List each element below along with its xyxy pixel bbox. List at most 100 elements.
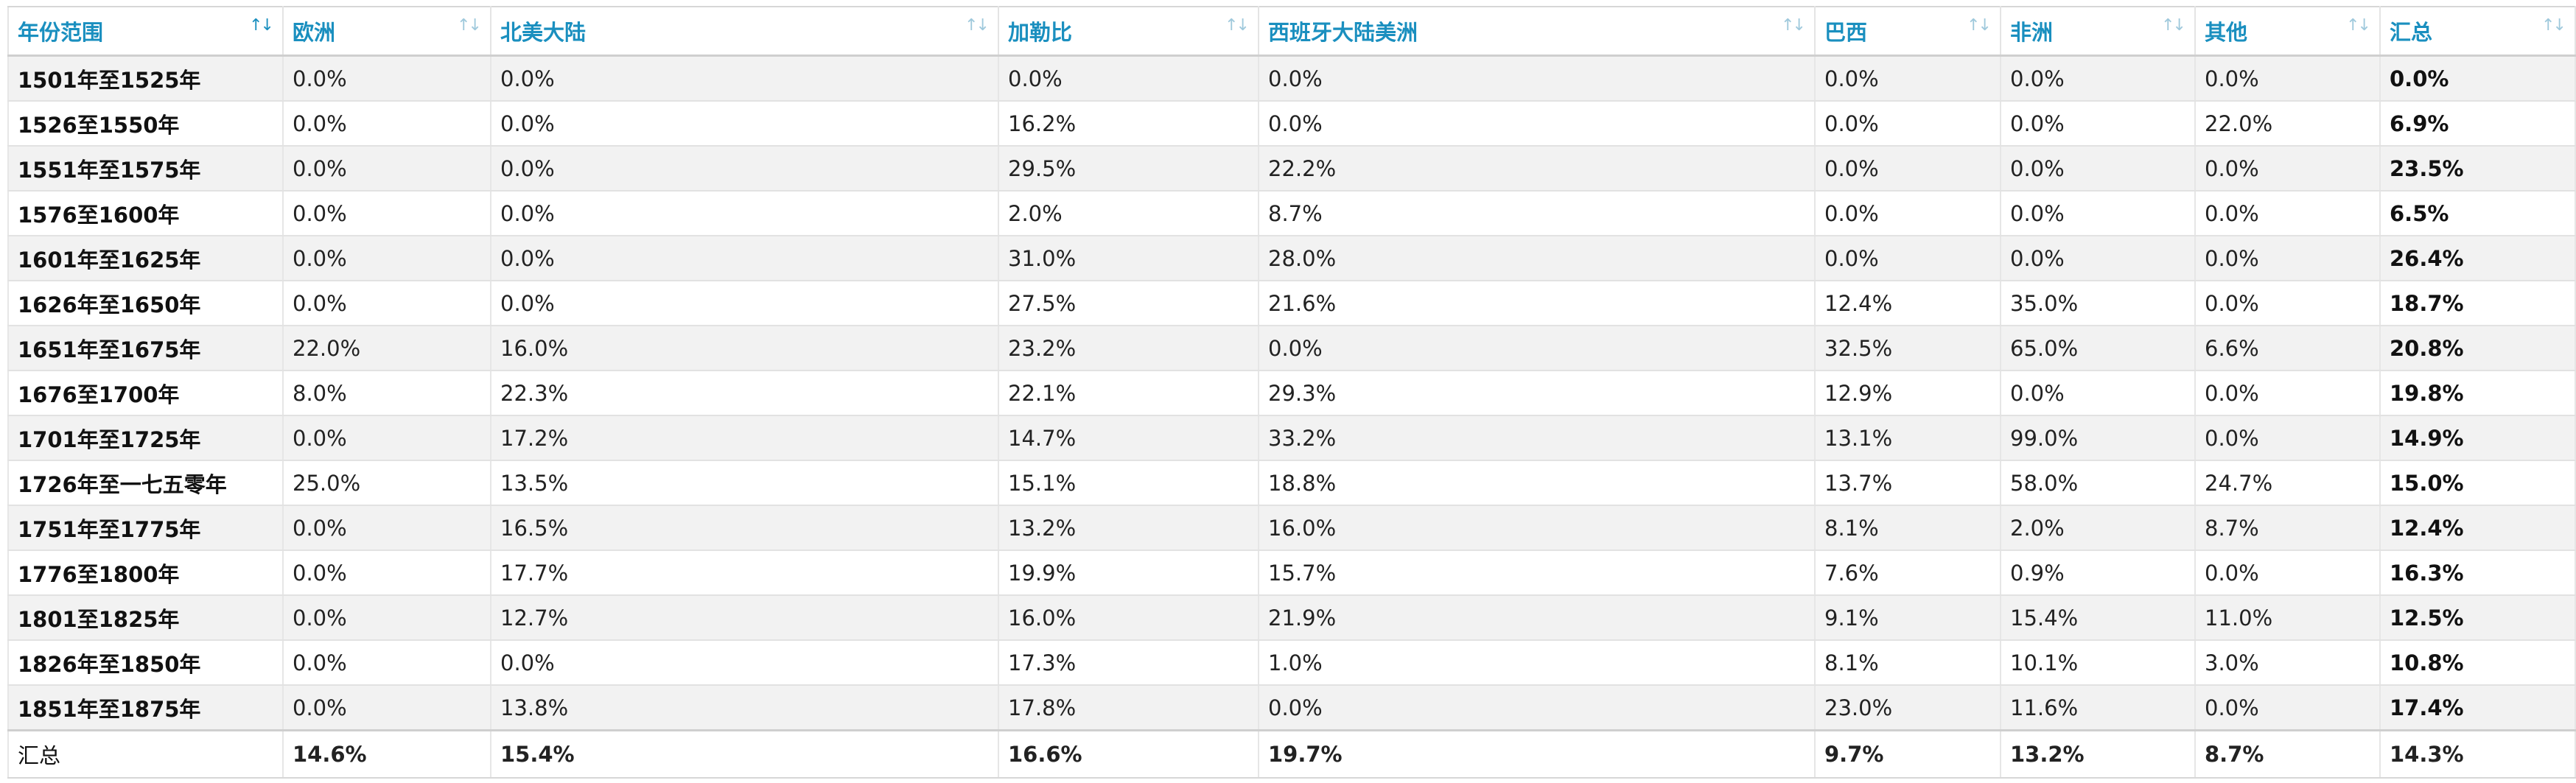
cell-europe: 22.0% — [282, 326, 491, 371]
cell-africa: 0.0% — [2000, 55, 2196, 102]
cell-brazil: 0.0% — [1814, 101, 2001, 147]
cell-africa: 0.0% — [2000, 101, 2196, 147]
cell-other: 6.6% — [2194, 326, 2381, 371]
cell-year-range: 1676至1700年 — [7, 371, 284, 416]
cell-africa: 58.0% — [2000, 460, 2196, 506]
cell-africa: 0.0% — [2000, 191, 2196, 236]
cell-north-america: 16.5% — [490, 505, 999, 551]
cell-spanish-mainland-americas: 0.0% — [1258, 55, 1816, 102]
cell-brazil: 0.0% — [1814, 191, 2001, 236]
cell-north-america: 16.0% — [490, 326, 999, 371]
sort-arrows-icon[interactable]: ↑↓ — [1225, 16, 1250, 35]
table-header: 年份范围 ↑↓ 欧洲 ↑↓ 北美大陆 ↑↓ 加勒比 ↑↓ 西班牙大陆美洲 ↑↓ 巴西 ↑↓ 非洲 ↑↓ 其他… — [7, 6, 2576, 57]
cell-caribbean: 15.1% — [998, 460, 1259, 506]
sort-arrows-icon[interactable]: ↑↓ — [2541, 16, 2566, 35]
column-header-label: 欧洲 — [293, 20, 336, 45]
cell-caribbean: 23.2% — [998, 326, 1259, 371]
cell-caribbean: 17.3% — [998, 640, 1259, 686]
cell-year-range: 1626年至1650年 — [7, 281, 284, 326]
cell-total: 12.5% — [2379, 595, 2576, 641]
cell-spanish-mainland-americas: 0.0% — [1258, 685, 1816, 731]
cell-brazil: 0.0% — [1814, 146, 2001, 192]
column-header-label: 巴西 — [1824, 20, 1868, 45]
footer-cell-brazil: 9.7% — [1814, 729, 2001, 779]
sort-arrows-icon[interactable]: ↑↓ — [2161, 16, 2186, 35]
cell-africa: 65.0% — [2000, 326, 2196, 371]
cell-caribbean: 0.0% — [998, 55, 1259, 102]
cell-north-america: 22.3% — [490, 371, 999, 416]
column-header-caribbean[interactable]: 加勒比 ↑↓ — [998, 6, 1259, 57]
cell-brazil: 13.7% — [1814, 460, 2001, 506]
column-header-brazil[interactable]: 巴西 ↑↓ — [1814, 6, 2001, 57]
cell-north-america: 0.0% — [490, 101, 999, 147]
cell-other: 24.7% — [2194, 460, 2381, 506]
cell-other: 0.0% — [2194, 281, 2381, 326]
cell-other: 0.0% — [2194, 371, 2381, 416]
cell-north-america: 0.0% — [490, 55, 999, 102]
sort-arrows-icon[interactable]: ↑↓ — [1781, 16, 1806, 35]
cell-total: 18.7% — [2379, 281, 2576, 326]
cell-other: 0.0% — [2194, 550, 2381, 596]
cell-total: 17.4% — [2379, 685, 2576, 731]
column-header-europe[interactable]: 欧洲 ↑↓ — [282, 6, 491, 57]
footer-cell-spanish-mainland-americas: 19.7% — [1258, 729, 1816, 779]
cell-year-range: 1851年至1875年 — [7, 685, 284, 731]
column-header-year-range[interactable]: 年份范围 ↑↓ — [7, 6, 284, 57]
column-header-label: 汇总 — [2390, 20, 2433, 45]
cell-caribbean: 16.2% — [998, 101, 1259, 147]
cell-north-america: 0.0% — [490, 640, 999, 686]
sort-arrows-icon[interactable]: ↑↓ — [249, 16, 274, 35]
cell-year-range: 1751年至1775年 — [7, 505, 284, 551]
cell-other: 0.0% — [2194, 146, 2381, 192]
footer-cell-total: 14.3% — [2379, 729, 2576, 779]
cell-north-america: 12.7% — [490, 595, 999, 641]
cell-europe: 0.0% — [282, 595, 491, 641]
sort-arrows-icon[interactable]: ↑↓ — [457, 16, 482, 35]
cell-africa: 15.4% — [2000, 595, 2196, 641]
footer-cell-north-america: 15.4% — [490, 729, 999, 779]
cell-caribbean: 13.2% — [998, 505, 1259, 551]
cell-caribbean: 17.8% — [998, 685, 1259, 731]
cell-year-range: 1601年至1625年 — [7, 236, 284, 281]
cell-year-range: 1651年至1675年 — [7, 326, 284, 371]
cell-north-america: 17.7% — [490, 550, 999, 596]
cell-caribbean: 2.0% — [998, 191, 1259, 236]
cell-total: 6.9% — [2379, 101, 2576, 147]
table-row: 1501年至1525年 0.0% 0.0% 0.0% 0.0% 0.0% 0.0% 0.0% 0… — [7, 55, 2576, 102]
table-row: 1726年至一七五零年 25.0% 13.5% 15.1% 18.8% 13.7% 58.0… — [7, 460, 2576, 506]
cell-brazil: 12.9% — [1814, 371, 2001, 416]
table-row: 1651年至1675年 22.0% 16.0% 23.2% 0.0% 32.5% 65.0%… — [7, 326, 2576, 371]
cell-europe: 0.0% — [282, 505, 491, 551]
sort-arrows-icon[interactable]: ↑↓ — [965, 16, 990, 35]
cell-spanish-mainland-americas: 0.0% — [1258, 326, 1816, 371]
cell-spanish-mainland-americas: 8.7% — [1258, 191, 1816, 236]
column-header-africa[interactable]: 非洲 ↑↓ — [2000, 6, 2196, 57]
sort-arrows-icon[interactable]: ↑↓ — [1967, 16, 1992, 35]
cell-other: 22.0% — [2194, 101, 2381, 147]
column-header-other[interactable]: 其他 ↑↓ — [2194, 6, 2381, 57]
cell-spanish-mainland-americas: 15.7% — [1258, 550, 1816, 596]
cell-year-range: 1526至1550年 — [7, 101, 284, 147]
cell-europe: 0.0% — [282, 640, 491, 686]
cell-africa: 35.0% — [2000, 281, 2196, 326]
sort-arrows-icon[interactable]: ↑↓ — [2346, 16, 2371, 35]
cell-europe: 0.0% — [282, 281, 491, 326]
cell-year-range: 1576至1600年 — [7, 191, 284, 236]
column-header-spanish-mainland-americas[interactable]: 西班牙大陆美洲 ↑↓ — [1258, 6, 1816, 57]
cell-spanish-mainland-americas: 29.3% — [1258, 371, 1816, 416]
cell-europe: 8.0% — [282, 371, 491, 416]
cell-north-america: 17.2% — [490, 415, 999, 461]
cell-caribbean: 16.0% — [998, 595, 1259, 641]
cell-year-range: 1501年至1525年 — [7, 55, 284, 102]
cell-total: 0.0% — [2379, 55, 2576, 102]
cell-caribbean: 22.1% — [998, 371, 1259, 416]
cell-africa: 99.0% — [2000, 415, 2196, 461]
cell-brazil: 32.5% — [1814, 326, 2001, 371]
column-header-label: 年份范围 — [18, 20, 104, 45]
cell-year-range: 1826年至1850年 — [7, 640, 284, 686]
footer-cell-year-range: 汇总 — [7, 729, 284, 779]
column-header-total[interactable]: 汇总 ↑↓ — [2379, 6, 2576, 57]
cell-spanish-mainland-americas: 33.2% — [1258, 415, 1816, 461]
column-header-north-america[interactable]: 北美大陆 ↑↓ — [490, 6, 999, 57]
cell-europe: 0.0% — [282, 191, 491, 236]
